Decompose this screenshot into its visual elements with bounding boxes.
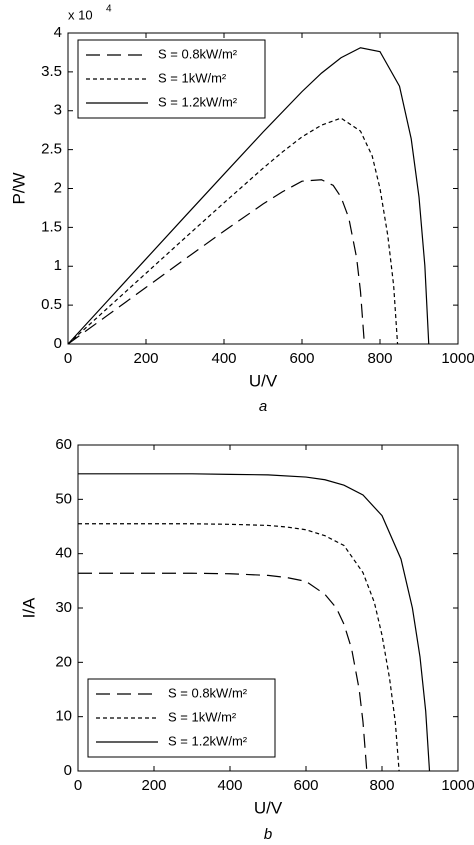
x-tick-label: 200 bbox=[141, 777, 166, 794]
caption: b bbox=[264, 826, 272, 843]
y-tick-label: 10 bbox=[55, 708, 72, 725]
legend-label: S = 0.8kW/m² bbox=[158, 46, 238, 61]
y-tick-label: 4 bbox=[54, 24, 62, 41]
y-tick-label: 30 bbox=[55, 599, 72, 616]
y-tick-label: 3 bbox=[54, 102, 62, 119]
y-tick-label: 1 bbox=[54, 257, 62, 274]
x-tick-label: 400 bbox=[217, 777, 242, 794]
series-line bbox=[78, 523, 400, 772]
legend-label: S = 1.2kW/m² bbox=[158, 94, 238, 109]
y-tick-label: 20 bbox=[55, 653, 72, 670]
x-tick-label: 0 bbox=[74, 777, 82, 794]
x-tick-label: 0 bbox=[64, 350, 72, 367]
legend-label: S = 0.8kW/m² bbox=[168, 685, 248, 700]
y-tick-label: 1.5 bbox=[41, 218, 62, 235]
x-tick-label: 600 bbox=[289, 350, 314, 367]
y-tick-label: 2.5 bbox=[41, 141, 62, 158]
series-line bbox=[67, 47, 430, 345]
y-tick-label: 0 bbox=[54, 335, 62, 352]
y-tick-label: 0 bbox=[64, 762, 72, 779]
x-tick-label: 800 bbox=[367, 350, 392, 367]
axis-multiplier-exponent: 4 bbox=[106, 4, 112, 15]
y-tick-label: 2 bbox=[54, 179, 62, 196]
x-tick-label: 1000 bbox=[441, 777, 474, 794]
x-axis-label: U/V bbox=[249, 371, 278, 390]
y-tick-label: 60 bbox=[55, 436, 72, 453]
x-tick-label: 600 bbox=[293, 777, 318, 794]
series-line bbox=[78, 572, 368, 772]
legend-label: S = 1.2kW/m² bbox=[168, 733, 248, 748]
legend: S = 0.8kW/m² S = 1kW/m² S = 1.2kW/m² bbox=[87, 678, 276, 758]
legend: S = 0.8kW/m² S = 1kW/m² S = 1.2kW/m² bbox=[77, 39, 266, 119]
axis-multiplier: x 10 bbox=[68, 7, 93, 22]
x-tick-label: 400 bbox=[211, 350, 236, 367]
y-axis-label: P/W bbox=[9, 172, 28, 204]
x-tick-label: 800 bbox=[369, 777, 394, 794]
series-line bbox=[78, 473, 431, 772]
series-line bbox=[67, 179, 365, 345]
x-axis-label: U/V bbox=[254, 798, 283, 817]
y-tick-label: 3.5 bbox=[41, 63, 62, 80]
legend-label: S = 1kW/m² bbox=[158, 70, 227, 85]
y-tick-label: 0.5 bbox=[41, 296, 62, 313]
series-line bbox=[67, 117, 399, 345]
x-tick-label: 200 bbox=[133, 350, 158, 367]
y-axis-label: I/A bbox=[19, 597, 38, 618]
y-tick-label: 40 bbox=[55, 545, 72, 562]
caption: a bbox=[259, 398, 267, 415]
legend-label: S = 1kW/m² bbox=[168, 709, 237, 724]
y-tick-label: 50 bbox=[55, 490, 72, 507]
x-tick-label: 1000 bbox=[441, 350, 474, 367]
